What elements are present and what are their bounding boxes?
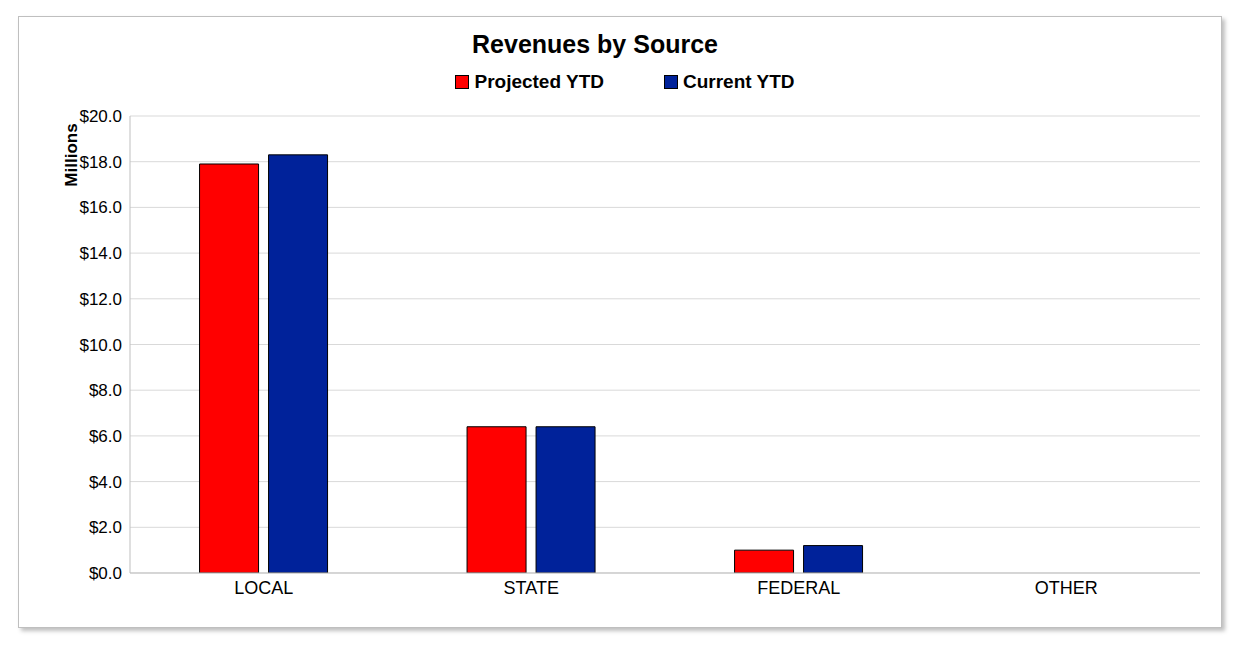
html-text:Current YTD: Current YTD: [683, 71, 795, 92]
svg-text:$8.0: $8.0: [89, 381, 122, 400]
svg-text:$14.0: $14.0: [79, 244, 122, 263]
svg-text:$16.0: $16.0: [79, 198, 122, 217]
svg-text:$6.0: $6.0: [89, 427, 122, 446]
svg-text:$4.0: $4.0: [89, 473, 122, 492]
html-text:Revenues by Source: Revenues by Source: [472, 30, 718, 58]
html-text:Millions: Millions: [62, 123, 81, 187]
svg-text:$10.0: $10.0: [79, 336, 122, 355]
svg-text:FEDERAL: FEDERAL: [757, 578, 840, 598]
html-text:Projected YTD: Projected YTD: [474, 71, 604, 92]
svg-text:$18.0: $18.0: [79, 153, 122, 172]
svg-text:$20.0: $20.0: [79, 107, 122, 126]
svg-text:OTHER: OTHER: [1035, 578, 1098, 598]
svg-text:$12.0: $12.0: [79, 290, 122, 309]
svg-text:LOCAL: LOCAL: [234, 578, 293, 598]
svg-text:$2.0: $2.0: [89, 518, 122, 537]
svg-text:$0.0: $0.0: [89, 564, 122, 583]
svg-text:STATE: STATE: [504, 578, 559, 598]
